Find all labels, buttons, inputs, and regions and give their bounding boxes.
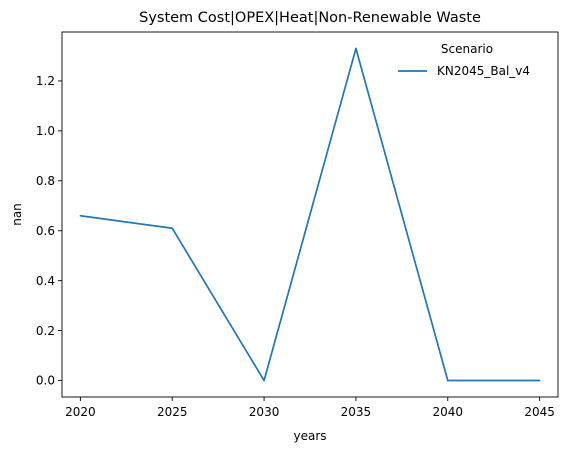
series-layer — [79, 47, 541, 382]
legend-title: Scenario — [441, 42, 493, 56]
legend: Scenario KN2045_Bal_v4 — [398, 42, 530, 78]
legend-label-series: KN2045_Bal_v4 — [437, 64, 530, 78]
y-tick-label: 0.2 — [36, 324, 55, 338]
data-point — [538, 379, 541, 382]
x-axis-label: years — [293, 429, 326, 443]
y-axis-label: nan — [10, 203, 24, 226]
data-point — [79, 214, 82, 217]
x-tick-label: 2035 — [341, 405, 372, 419]
x-tick-label: 2025 — [157, 405, 188, 419]
x-tick-label: 2020 — [65, 405, 96, 419]
x-tick-label: 2040 — [433, 405, 464, 419]
data-point — [446, 379, 449, 382]
chart-title: System Cost|OPEX|Heat|Non-Renewable Wast… — [139, 10, 481, 26]
y-tick-label: 0.4 — [36, 274, 55, 288]
data-point — [355, 47, 357, 50]
x-tick-label: 2045 — [524, 405, 555, 419]
y-tick-label: 0.6 — [36, 224, 55, 238]
y-tick-label: 1.0 — [36, 124, 55, 138]
data-point — [171, 227, 174, 230]
data-point — [263, 379, 265, 382]
y-tick-label: 1.2 — [36, 74, 55, 88]
plot-frame — [61, 31, 559, 398]
series-line-0 — [80, 47, 540, 382]
y-tick-label: 0.0 — [36, 374, 55, 388]
x-axis-ticks: 2020 2025 2030 2035 2040 2045 — [65, 397, 555, 419]
y-axis-ticks: 0.0 0.2 0.4 0.6 0.8 1.0 1.2 — [36, 74, 62, 388]
x-tick-label: 2030 — [249, 405, 280, 419]
y-tick-label: 0.8 — [36, 174, 55, 188]
